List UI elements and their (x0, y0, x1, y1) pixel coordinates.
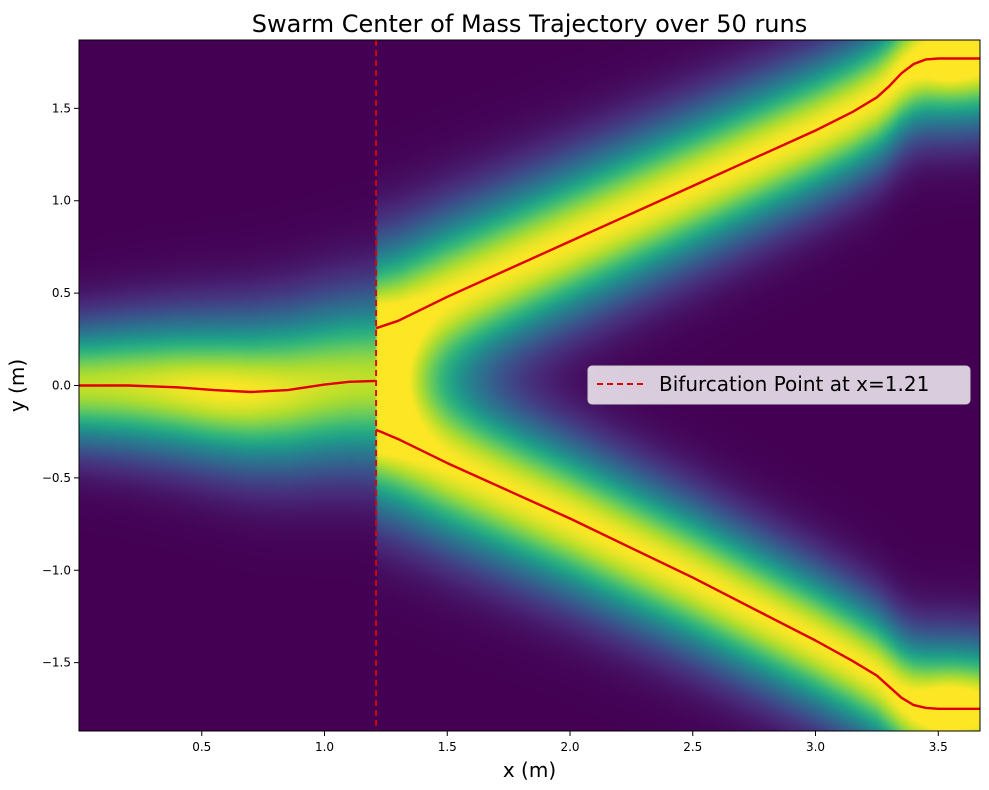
x-tick-label: 1.5 (438, 740, 457, 754)
legend: Bifurcation Point at x=1.21 (587, 365, 971, 405)
x-axis-ticks: 0.5 1.0 1.5 2.0 2.5 3.0 3.5 (192, 731, 948, 754)
trajectory-line-1 (375, 57, 980, 330)
legend-box (587, 365, 971, 405)
y-tick-label: −1.5 (42, 656, 71, 670)
y-tick-label: −0.5 (42, 471, 71, 485)
y-tick-label: 1.5 (52, 101, 71, 115)
x-tick-label: 1.0 (315, 740, 334, 754)
x-tick-label: 2.0 (560, 740, 579, 754)
y-tick-label: 0.0 (52, 379, 71, 393)
y-tick-label: 1.0 (52, 194, 71, 208)
x-tick-label: 2.5 (683, 740, 702, 754)
x-tick-label: 0.5 (192, 740, 211, 754)
y-tick-label: −1.0 (42, 563, 71, 577)
y-axis-label: y (m) (5, 359, 29, 412)
legend-label: Bifurcation Point at x=1.21 (659, 372, 929, 396)
y-tick-label: 0.5 (52, 286, 71, 300)
x-axis-label: x (m) (503, 758, 556, 782)
trajectory-line-2 (375, 428, 980, 710)
chart-title: Swarm Center of Mass Trajectory over 50 … (252, 10, 807, 38)
x-tick-label: 3.0 (806, 740, 825, 754)
y-axis-ticks: −1.5 −1.0 −0.5 0.0 0.5 1.0 1.5 (42, 101, 79, 670)
x-tick-label: 3.5 (929, 740, 948, 754)
series-layer (79, 57, 980, 710)
trajectory-line-0 (79, 379, 377, 394)
